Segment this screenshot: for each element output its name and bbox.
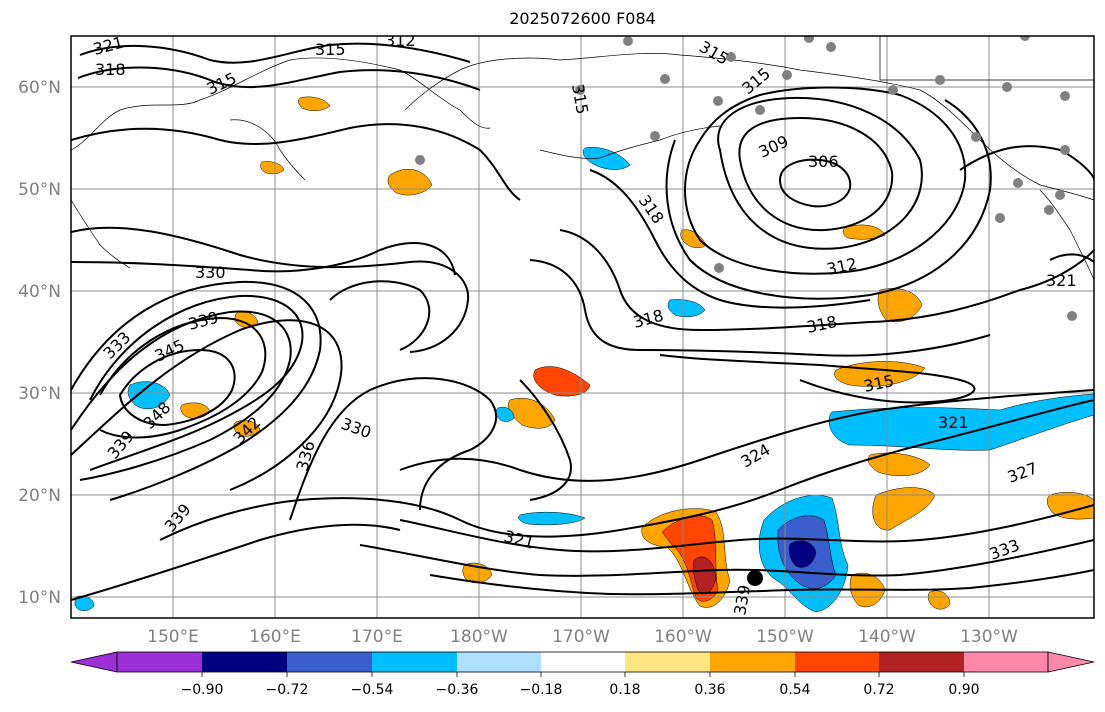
colorbar-segment	[372, 652, 457, 672]
colorbar-tick-label: −0.18	[520, 682, 563, 698]
colorbar-outline	[116, 651, 1049, 673]
lat-label: 20°N	[18, 486, 61, 506]
colorbar-tick-label: −0.54	[351, 682, 394, 698]
contour-label: 321	[91, 33, 125, 59]
lat-label: 10°N	[18, 588, 61, 608]
colorbar-tick-label: 0.36	[694, 682, 725, 698]
latitude-labels: 60°N 50°N 40°N 30°N 20°N 10°N	[18, 78, 61, 608]
colorbar: −0.90 −0.72 −0.54 −0.36 −0.18 0.18 0.36 …	[70, 651, 1095, 698]
lon-label: 170°E	[351, 627, 403, 647]
colorbar-segment	[457, 652, 541, 672]
contour-label: 330	[195, 263, 226, 282]
colorbar-tick-label: 0.54	[779, 682, 810, 698]
lat-label: 50°N	[18, 180, 61, 200]
colorbar-tick-label: −0.90	[181, 682, 224, 698]
colorbar-segment	[202, 652, 287, 672]
contour-label: 318	[95, 60, 126, 79]
colorbar-segment	[541, 652, 625, 672]
lat-label: 40°N	[18, 282, 61, 302]
colorbar-tick-label: 0.72	[863, 682, 894, 698]
lon-label: 160°W	[654, 627, 712, 647]
contour-label: 312	[385, 31, 416, 50]
colorbar-tick-label: −0.36	[436, 682, 479, 698]
colorbar-extend-low	[70, 651, 118, 673]
lon-label: 160°E	[249, 627, 301, 647]
lat-label: 60°N	[18, 78, 61, 98]
contour-label: 321	[938, 413, 969, 432]
map-title: 2025072600 F084	[509, 9, 656, 28]
lon-label: 130°W	[960, 627, 1018, 647]
lon-label: 140°W	[858, 627, 916, 647]
colorbar-segment	[964, 652, 1048, 672]
map-plot-area: 321 318 315 315 312 315 315 315 309 306 …	[71, 31, 1094, 618]
colorbar-extend-high	[1047, 651, 1095, 673]
map-frame	[70, 35, 1095, 619]
colorbar-segment	[287, 652, 372, 672]
colorbar-segment	[879, 652, 964, 672]
contour-lines	[71, 42, 1094, 601]
lon-label: 150°W	[756, 627, 814, 647]
contour-label: 321	[1046, 271, 1077, 290]
storm-center-marker	[747, 570, 763, 586]
lon-label: 150°E	[147, 627, 199, 647]
colorbar-segment	[710, 652, 795, 672]
colorbar-tick-label: −0.72	[266, 682, 309, 698]
longitude-labels: 150°E 160°E 170°E 180°W 170°W 160°W 150°…	[147, 627, 1018, 647]
lat-label: 30°N	[18, 384, 61, 404]
contour-label: 306	[808, 152, 839, 171]
station-markers	[415, 36, 1077, 321]
lon-label: 180°W	[450, 627, 508, 647]
colorbar-segment	[117, 652, 202, 672]
colorbar-segment	[795, 652, 879, 672]
contour-label: 315	[315, 40, 346, 59]
colorbar-segment	[625, 652, 710, 672]
colorbar-tick-label: 0.90	[948, 682, 979, 698]
colorbar-tick-label: 0.18	[609, 682, 640, 698]
lon-label: 170°W	[552, 627, 610, 647]
